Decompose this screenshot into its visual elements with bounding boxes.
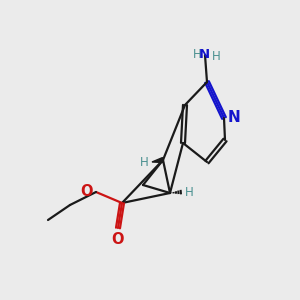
Text: O: O: [80, 184, 93, 199]
Text: H: H: [212, 50, 221, 62]
Text: H: H: [193, 47, 202, 61]
Text: N: N: [228, 110, 241, 125]
Text: H: H: [140, 155, 149, 169]
Polygon shape: [152, 158, 164, 163]
Text: H: H: [185, 185, 194, 199]
Text: N: N: [198, 47, 210, 61]
Text: O: O: [112, 232, 124, 247]
